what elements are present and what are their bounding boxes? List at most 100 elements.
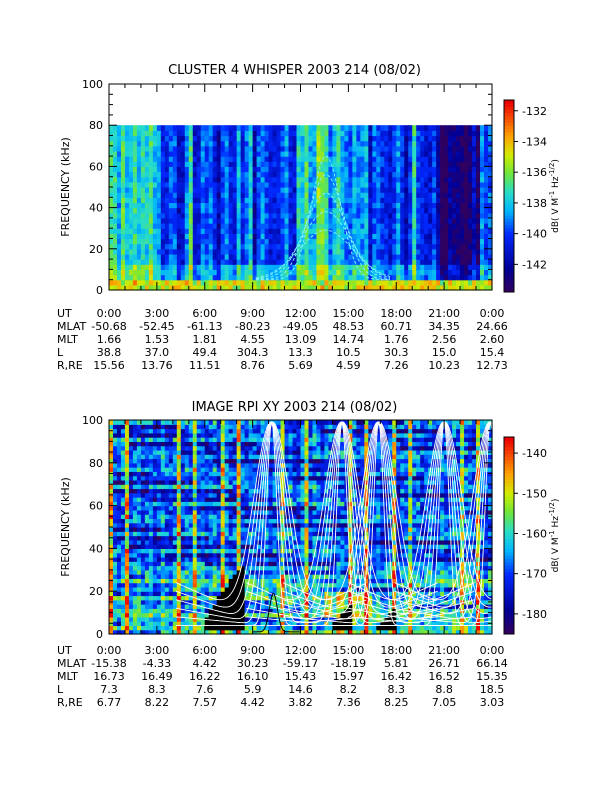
spectrogram-cell <box>460 218 465 224</box>
spectrogram-cell <box>416 208 421 214</box>
spectrogram-cell <box>137 244 142 250</box>
spectrogram-cell <box>189 591 194 596</box>
spectrogram-cell <box>400 151 405 157</box>
spectrogram-cell <box>169 544 174 549</box>
spectrogram-cell <box>460 264 465 270</box>
spectrogram-cell <box>121 561 126 566</box>
colorbar-swatch <box>504 196 514 200</box>
spectrogram-cell <box>141 591 146 596</box>
spectrogram-cell <box>153 518 158 523</box>
spectrogram-cell <box>332 233 337 239</box>
spectrogram-cell <box>217 182 222 188</box>
spectrogram-cell <box>364 213 369 219</box>
spectrogram-cell <box>480 228 485 234</box>
spectrogram-cell <box>157 595 162 600</box>
spectrogram-cell <box>344 182 349 188</box>
spectrogram-cell <box>133 450 138 455</box>
spectrogram-cell <box>217 484 222 489</box>
spectrogram-cell <box>205 244 210 250</box>
spectrogram-cell <box>141 259 146 265</box>
spectrogram-cell <box>456 249 461 255</box>
spectrogram-cell <box>412 156 417 162</box>
spectrogram-cell <box>293 239 298 245</box>
spectrogram-cell <box>201 269 206 275</box>
spectrogram-cell <box>153 192 158 198</box>
spectrogram-cell <box>169 192 174 198</box>
spectrogram-cell <box>169 480 174 485</box>
spectrogram-cell <box>173 213 178 219</box>
y-axis-label: FREQUENCY (kHz) <box>59 137 72 237</box>
spectrogram-cell <box>189 497 194 502</box>
spectrogram-cell <box>181 420 186 425</box>
spectrogram-cell <box>197 600 202 605</box>
spectrogram-cell <box>189 244 194 250</box>
spectrogram-cell <box>221 172 226 178</box>
ephemeris-value: 304.3 <box>237 346 269 359</box>
spectrogram-cell <box>129 540 134 545</box>
spectrogram-cell <box>197 228 202 234</box>
spectrogram-cell <box>149 621 154 626</box>
spectrogram-cell <box>348 218 353 224</box>
spectrogram-cell <box>448 161 453 167</box>
spectrogram-cell <box>149 218 154 224</box>
spectrogram-cell <box>472 254 477 260</box>
spectrogram-cell <box>257 141 262 147</box>
spectrogram-cell <box>452 151 457 157</box>
spectrogram-cell <box>121 177 126 183</box>
spectrogram-cell <box>185 446 190 451</box>
spectrogram-cell <box>129 548 134 553</box>
spectrogram-cell <box>161 233 166 239</box>
spectrogram-cell <box>241 259 246 265</box>
spectrogram-cell <box>165 264 170 270</box>
spectrogram-cell <box>237 146 242 152</box>
spectrogram-cell <box>137 484 142 489</box>
spectrogram-cell <box>173 187 178 193</box>
spectrogram-cell <box>133 591 138 596</box>
spectrogram-cell <box>213 497 218 502</box>
spectrogram-cell <box>141 459 146 464</box>
spectrogram-cell <box>177 146 182 152</box>
spectrogram-cell <box>137 264 142 270</box>
spectrogram-cell <box>340 130 345 136</box>
spectrogram-cell <box>145 433 150 438</box>
spectrogram-cell <box>277 218 282 224</box>
spectrogram-cell <box>436 187 441 193</box>
spectrogram-cell <box>233 233 238 239</box>
spectrogram-cell <box>153 446 158 451</box>
spectrogram-cell <box>157 450 162 455</box>
spectrogram-cell <box>420 182 425 188</box>
spectrogram-cell <box>141 130 146 136</box>
spectrogram-cell <box>253 192 258 198</box>
spectrogram-cell <box>117 141 122 147</box>
spectrogram-cell <box>153 146 158 152</box>
spectrogram-cell <box>125 239 130 245</box>
spectrogram-cell <box>121 424 126 429</box>
spectrogram-cell <box>109 177 114 183</box>
spectrogram-cell <box>145 617 150 622</box>
spectrogram-cell <box>428 166 433 172</box>
spectrogram-cell <box>145 172 150 178</box>
spectrogram-cell <box>133 484 138 489</box>
spectrogram-cell <box>360 280 365 286</box>
spectrogram-cell <box>193 202 198 208</box>
spectrogram-cell <box>424 192 429 198</box>
spectrogram-cell <box>197 177 202 183</box>
spectrogram-cell <box>416 166 421 172</box>
spectrogram-cell <box>265 156 270 162</box>
spectrogram-cell <box>273 228 278 234</box>
spectrogram-cell <box>137 218 142 224</box>
spectrogram-cell <box>249 192 254 198</box>
spectrogram-cell <box>157 536 162 541</box>
spectrogram-cell <box>177 523 182 528</box>
spectrogram-cell <box>368 233 373 239</box>
spectrogram-cell <box>209 146 214 152</box>
spectrogram-cell <box>320 187 325 193</box>
spectrogram-cell <box>213 259 218 265</box>
spectrogram-cell <box>432 259 437 265</box>
spectrogram-cell <box>432 151 437 157</box>
spectrogram-cell <box>316 130 321 136</box>
spectrogram-cell <box>392 187 397 193</box>
spectrogram-cell <box>293 192 298 198</box>
spectrogram-cell <box>205 177 210 183</box>
spectrogram-cell <box>137 424 142 429</box>
